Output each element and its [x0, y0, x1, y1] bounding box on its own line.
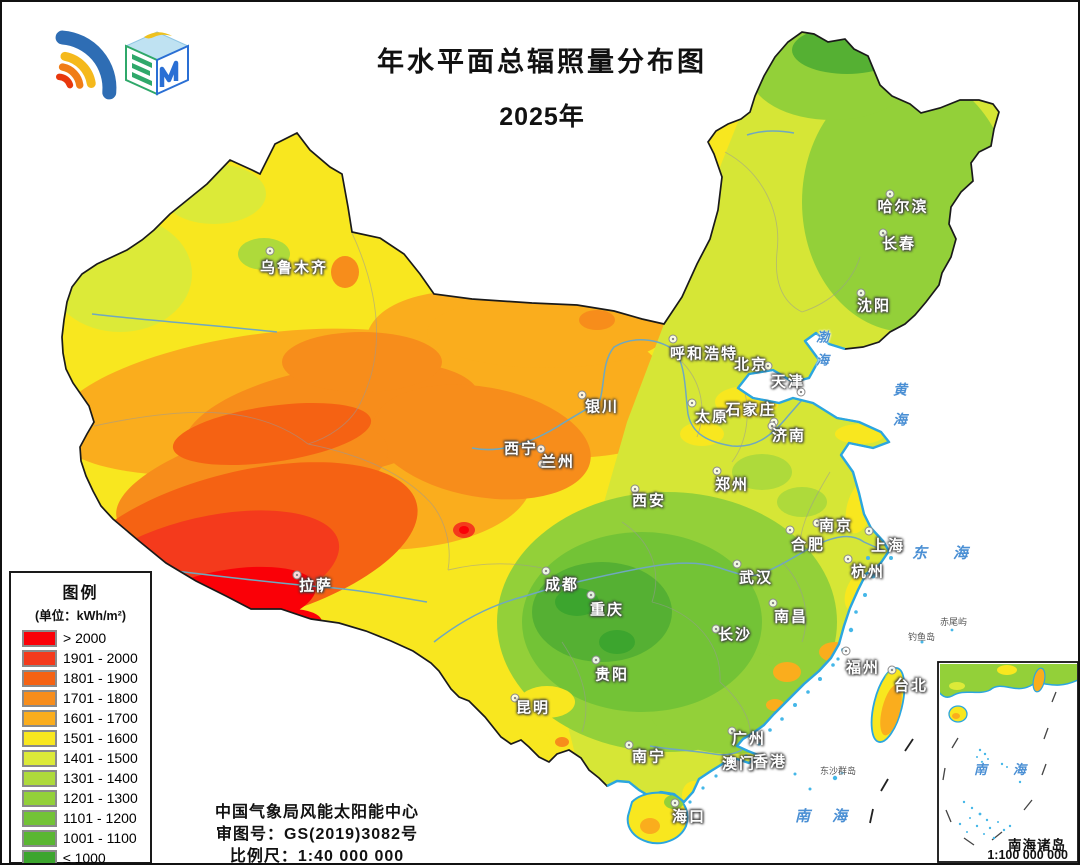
legend-item: 1001 - 1100 — [11, 828, 150, 848]
legend-color-swatch — [22, 709, 57, 727]
city-marker-icon — [292, 570, 302, 580]
inset-dash-line — [942, 691, 1057, 846]
credits-scale: 比例尺：1:40 000 000 — [229, 848, 405, 865]
city-marker-icon — [796, 387, 806, 397]
credits-block: 中国气象局风能太阳能中心 审图号：GS(2019)3082号 比例尺：1:40 … — [162, 802, 472, 865]
legend-item: 1501 - 1600 — [11, 728, 150, 748]
legend-color-swatch — [22, 749, 57, 767]
legend-color-swatch — [22, 629, 57, 647]
city-marker-icon — [624, 740, 634, 750]
legend-color-swatch — [22, 789, 57, 807]
city-marker-icon — [843, 554, 853, 564]
city-marker-icon — [812, 518, 822, 528]
inset-island-dots — [958, 748, 1022, 840]
city-marker-icon — [668, 334, 678, 344]
legend-unit: (单位：kWh/m²) — [35, 609, 126, 623]
legend-item: 1401 - 1500 — [11, 748, 150, 768]
legend-item: ≤ 1000 — [11, 848, 150, 865]
legend-color-swatch — [22, 689, 57, 707]
legend-color-swatch — [22, 669, 57, 687]
city-marker-icon — [591, 655, 601, 665]
legend-item: 1601 - 1700 — [11, 708, 150, 728]
city-marker-icon — [577, 390, 587, 400]
city-marker-icon — [763, 361, 773, 371]
legend-item: 1801 - 1900 — [11, 668, 150, 688]
cma-brush-logo — [55, 30, 117, 100]
city-marker-icon — [768, 598, 778, 608]
city-marker-icon — [785, 525, 795, 535]
city-marker-icon — [265, 246, 275, 256]
city-marker-icon — [537, 459, 547, 469]
rivers — [91, 130, 883, 756]
credits-org: 中国气象局风能太阳能中心 — [214, 804, 419, 821]
city-marker-icon — [864, 526, 874, 536]
legend-item: 1701 - 1800 — [11, 688, 150, 708]
city-marker-icon — [586, 590, 596, 600]
city-marker-icon — [687, 398, 697, 408]
legend-item: 1201 - 1300 — [11, 788, 150, 808]
legend-range-label: 1901 - 2000 — [63, 650, 138, 666]
city-marker-icon — [630, 484, 640, 494]
boundary-dash-segments — [869, 738, 914, 824]
legend-color-swatch — [22, 729, 57, 747]
city-marker-icon — [878, 228, 888, 238]
em-cube-icon — [124, 31, 190, 96]
legend: 图例 (单位：kWh/m²) > 2000 1901 - 2000 1801 - 1… — [9, 571, 152, 865]
legend-item: 1301 - 1400 — [11, 768, 150, 788]
city-marker-icon — [887, 665, 897, 675]
legend-range-label: 1601 - 1700 — [63, 710, 138, 726]
legend-item: 1901 - 2000 — [11, 648, 150, 668]
legend-color-swatch — [22, 769, 57, 787]
city-marker-icon — [510, 693, 520, 703]
city-marker-icon — [541, 566, 551, 576]
legend-rows: > 2000 1901 - 2000 1801 - 1900 1701 - 1800 1… — [11, 628, 150, 865]
legend-item: 1101 - 1200 — [11, 808, 150, 828]
coastal-island-dots — [688, 556, 954, 804]
city-marker-icon — [711, 624, 721, 634]
legend-range-label: 1301 - 1400 — [63, 770, 138, 786]
legend-color-swatch — [22, 809, 57, 827]
logos — [55, 30, 190, 100]
legend-color-swatch — [22, 849, 57, 863]
legend-color-swatch — [22, 649, 57, 667]
legend-item: > 2000 — [11, 628, 150, 648]
legend-range-label: 1101 - 1200 — [63, 810, 137, 826]
legend-range-label: 1001 - 1100 — [63, 830, 137, 846]
city-marker-icon — [536, 444, 546, 454]
city-marker-icon — [856, 288, 866, 298]
south-china-sea-inset — [937, 661, 1078, 863]
city-marker-icon — [767, 421, 777, 431]
legend-range-label: 1401 - 1500 — [63, 750, 138, 766]
legend-range-label: ≤ 1000 — [63, 850, 106, 865]
coastline — [606, 331, 891, 804]
city-marker-icon — [885, 189, 895, 199]
legend-range-label: 1201 - 1300 — [63, 790, 138, 806]
legend-range-label: 1801 - 1900 — [63, 670, 138, 686]
city-marker-icon — [841, 646, 851, 656]
legend-range-label: 1701 - 1800 — [63, 690, 138, 706]
taiwan-island — [870, 664, 906, 743]
city-marker-icon — [712, 466, 722, 476]
city-marker-icon — [670, 798, 680, 808]
legend-range-label: 1501 - 1600 — [63, 730, 138, 746]
city-marker-icon — [732, 559, 742, 569]
legend-color-swatch — [22, 829, 57, 847]
legend-range-label: > 2000 — [63, 630, 107, 646]
city-marker-icon — [727, 726, 737, 736]
province-borders — [93, 151, 861, 738]
legend-title: 图例 — [62, 585, 99, 602]
credits-approval-number: 审图号：GS(2019)3082号 — [216, 826, 418, 843]
